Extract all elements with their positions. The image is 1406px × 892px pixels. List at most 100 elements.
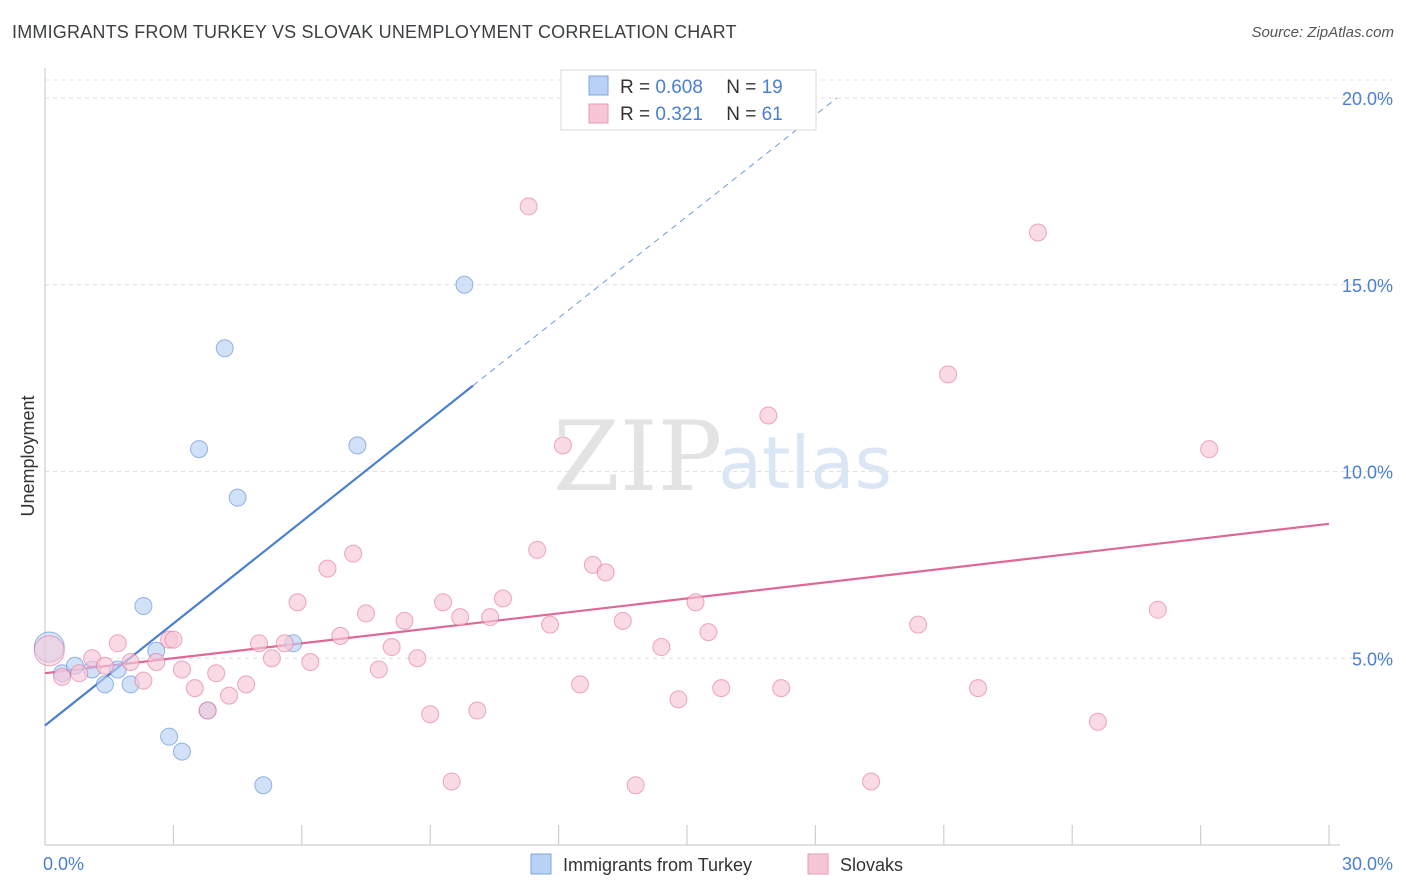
turkey-point-10	[172, 742, 191, 761]
slovaks-point-53	[939, 365, 958, 384]
legend-row-turkey: R = 0.608 N = 19	[620, 77, 783, 98]
slovaks-trend-line	[44, 522, 1330, 675]
slovaks-point-60	[164, 630, 183, 649]
legend-n-label-turkey: N =	[726, 77, 761, 98]
slovaks-point-33	[468, 701, 487, 720]
y-tick-label-2: 15.0%	[1342, 276, 1393, 296]
y-tick-label-1: 10.0%	[1342, 463, 1393, 483]
gridlines	[45, 79, 1392, 659]
slovaks-point-32	[451, 608, 470, 627]
turkey-point-11	[190, 440, 209, 459]
slovaks-point-49	[759, 406, 778, 425]
turkey-trend-extension	[472, 97, 838, 386]
turkey-point-13	[215, 339, 234, 358]
slovaks-point-17	[262, 649, 281, 668]
slovaks-point-48	[712, 679, 731, 698]
legend-swatch-slovaks	[588, 103, 609, 124]
slovaks-point-34	[481, 608, 500, 627]
slovaks-point-37	[541, 615, 560, 634]
slovaks-point-0	[33, 635, 65, 667]
slovaks-point-16	[250, 634, 268, 653]
slovaks-point-27	[395, 611, 414, 630]
slovaks-point-13	[207, 664, 226, 683]
slovaks-point-41	[596, 563, 615, 582]
y-axis-label: Unemployment	[18, 395, 38, 516]
slovaks-point-19	[288, 593, 307, 612]
turkey-trend-line	[44, 384, 474, 727]
slovaks-point-39	[571, 675, 589, 694]
slovaks-point-12	[198, 701, 217, 720]
bottom-legend-label-turkey: Immigrants from Turkey	[563, 855, 752, 875]
slovaks-point-35	[493, 589, 512, 608]
x-axis-ticks	[172, 825, 1330, 845]
slovaks-point-21	[318, 559, 337, 578]
source-label: Source: ZipAtlas.com	[1251, 24, 1394, 41]
slovaks-point-25	[369, 660, 388, 679]
slovaks-point-43	[626, 776, 645, 795]
bottom-legend-swatch-turkey	[530, 853, 552, 875]
slovaks-point-4	[95, 656, 114, 675]
series-legend: Immigrants from Turkey Slovaks	[530, 853, 903, 875]
legend-n-label-slovaks: N =	[726, 104, 761, 125]
x-tick-label-0: 0.0%	[43, 854, 84, 874]
y-tick-label-3: 20.0%	[1342, 89, 1393, 109]
slovaks-point-29	[421, 705, 440, 724]
x-tick-labels: 0.0% 30.0%	[43, 854, 1393, 874]
chart-title: IMMIGRANTS FROM TURKEY VS SLOVAK UNEMPLO…	[12, 22, 737, 42]
slovaks-point-7	[134, 671, 153, 690]
legend-r-label-slovaks: R =	[620, 104, 655, 125]
slovaks-point-6	[121, 652, 140, 671]
slovaks-point-45	[669, 690, 688, 709]
slovaks-point-1	[53, 667, 72, 686]
slovaks-point-55	[1028, 223, 1047, 242]
x-tick-label-1: 30.0%	[1342, 854, 1393, 874]
slovaks-point-24	[357, 604, 375, 623]
slovaks-point-46	[686, 593, 705, 612]
turkey-point-4	[95, 675, 114, 694]
legend-swatch-turkey	[588, 75, 609, 96]
data-points	[33, 197, 1219, 795]
slovaks-point-59	[519, 197, 538, 216]
slovaks-point-57	[1148, 600, 1167, 619]
axes	[44, 68, 1340, 846]
stats-legend: R = 0.608 N = 19 R = 0.321 N = 61	[560, 69, 817, 131]
slovaks-point-44	[652, 638, 671, 657]
slovaks-point-26	[382, 638, 401, 657]
slovaks-point-18	[275, 634, 294, 653]
turkey-point-7	[134, 596, 153, 615]
legend-r-value-slovaks: 0.321	[655, 104, 703, 125]
y-tick-label-0: 5.0%	[1352, 649, 1393, 669]
slovaks-point-2	[70, 664, 89, 683]
turkey-point-9	[160, 727, 179, 746]
bottom-legend-swatch-slovaks	[807, 853, 829, 875]
slovaks-point-20	[301, 652, 320, 671]
slovaks-point-22	[331, 626, 350, 645]
slovaks-point-42	[613, 611, 632, 630]
slovaks-point-5	[108, 634, 127, 653]
slovaks-point-36	[528, 540, 547, 559]
slovaks-point-50	[772, 679, 791, 698]
zipatlas-watermark: ZIP atlas	[553, 401, 892, 513]
turkey-point-14	[228, 488, 247, 507]
slovaks-point-52	[909, 615, 928, 634]
watermark-atlas: atlas	[718, 421, 892, 505]
slovaks-point-28	[408, 649, 427, 668]
slovaks-point-47	[699, 623, 718, 642]
slovaks-point-58	[1200, 440, 1219, 459]
turkey-point-15	[254, 776, 273, 795]
slovaks-point-15	[237, 675, 256, 694]
bottom-legend-label-slovaks: Slovaks	[840, 855, 903, 875]
legend-n-value-slovaks: 61	[762, 104, 783, 125]
slovaks-point-56	[1088, 712, 1107, 731]
slovaks-point-54	[969, 679, 988, 698]
slovaks-point-8	[147, 652, 166, 671]
legend-row-slovaks: R = 0.321 N = 61	[620, 104, 783, 125]
y-tick-labels: 5.0% 10.0% 15.0% 20.0%	[1342, 89, 1393, 669]
legend-r-label-turkey: R =	[620, 77, 655, 98]
turkey-point-17	[348, 436, 367, 455]
turkey-point-18	[455, 275, 474, 294]
legend-n-value-turkey: 19	[762, 77, 783, 98]
slovaks-point-31	[442, 772, 461, 791]
slovaks-point-38	[553, 436, 572, 455]
